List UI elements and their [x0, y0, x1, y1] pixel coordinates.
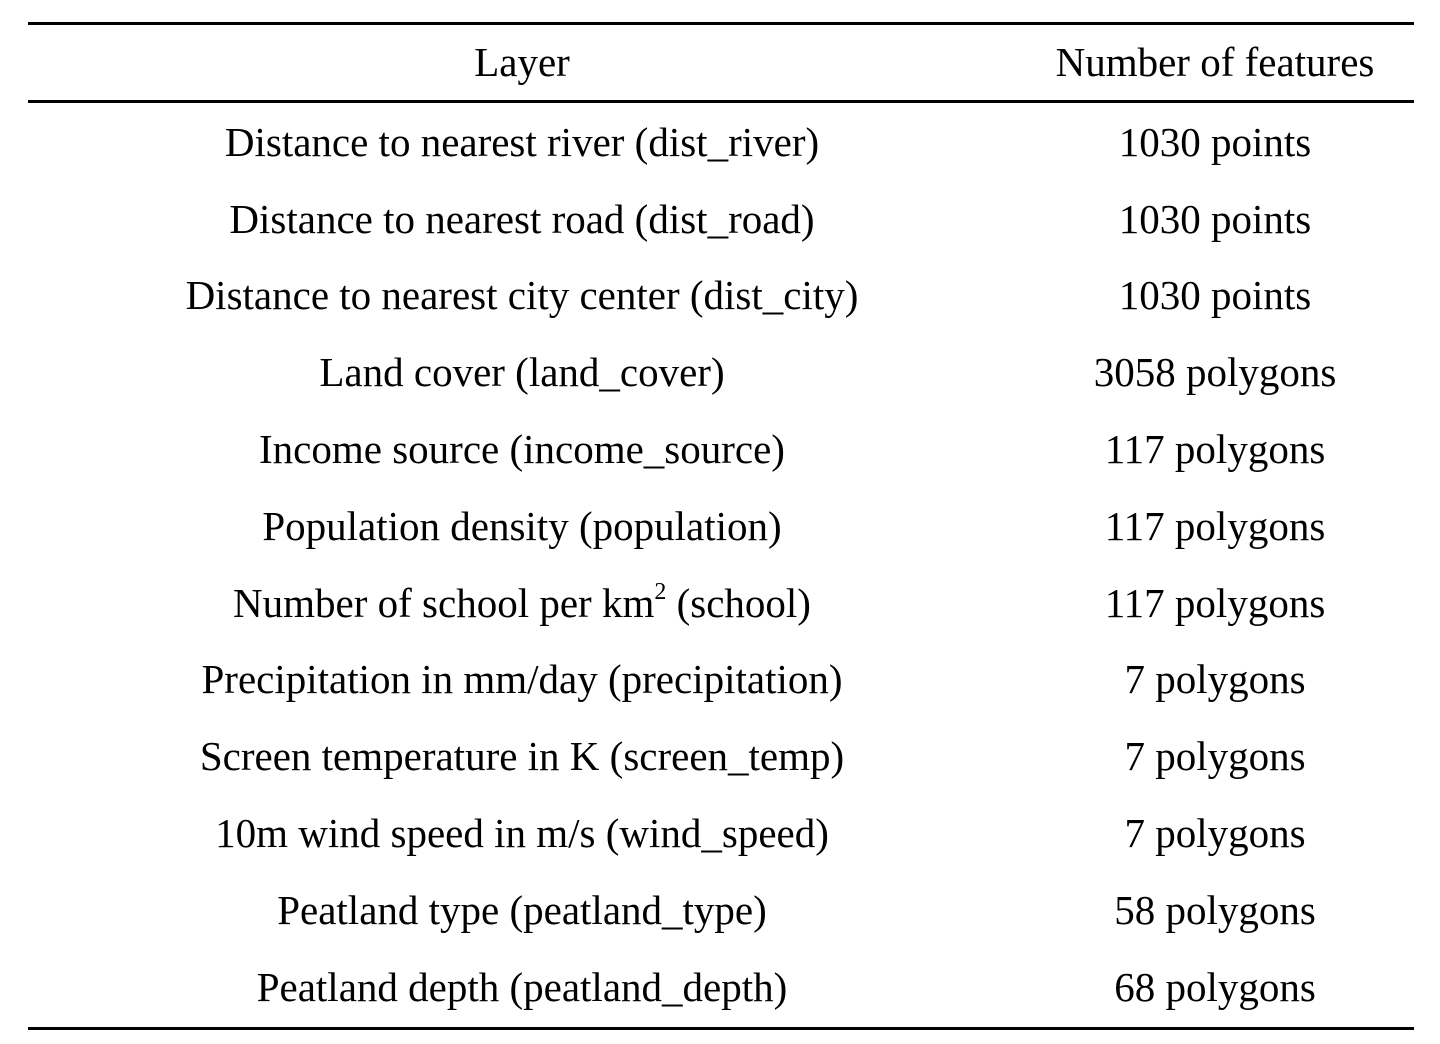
cell-count: 7 polygons: [1124, 810, 1306, 857]
cell-count: 1030 points: [1118, 272, 1312, 319]
cell-layer: Distance to nearest road (dist_road): [229, 195, 815, 242]
cell-layer: Land cover (land_cover): [319, 349, 725, 396]
table-row: 10m wind speed in m/s (wind_speed) 7 pol…: [28, 795, 1414, 872]
cell-count: 1030 points: [1118, 195, 1312, 242]
table-body: Distance to nearest river (dist_river) 1…: [28, 103, 1414, 1027]
table-row: Number of school per km2 (school) 117 po…: [28, 565, 1414, 642]
layers-table: Layer Number of features Distance to nea…: [28, 22, 1414, 1030]
table-row: Distance to nearest city center (dist_ci…: [28, 258, 1414, 335]
superscript-two: 2: [654, 578, 667, 605]
cell-layer: Precipitation in mm/day (precipitation): [201, 656, 843, 703]
table-row: Precipitation in mm/day (precipitation) …: [28, 642, 1414, 719]
cell-layer-suffix: (school): [666, 579, 811, 626]
cell-layer: Peatland depth (peatland_depth): [256, 963, 788, 1010]
cell-count: 117 polygons: [1104, 579, 1326, 626]
cell-count: 68 polygons: [1114, 963, 1316, 1010]
cell-layer: Income source (income_source): [259, 426, 785, 473]
cell-layer: Number of school per km2 (school): [28, 579, 1016, 626]
table-header-row: Layer Number of features: [28, 25, 1414, 100]
table-row: Distance to nearest river (dist_river) 1…: [28, 104, 1414, 181]
cell-count: 117 polygons: [1104, 502, 1326, 549]
cell-layer: Screen temperature in K (screen_temp): [199, 733, 845, 780]
cell-count: 1030 points: [1118, 118, 1312, 165]
table-row: Peatland type (peatland_type) 58 polygon…: [28, 872, 1414, 949]
cell-count: 3058 polygons: [1093, 349, 1337, 396]
table-row: Land cover (land_cover) 3058 polygons: [28, 334, 1414, 411]
cell-layer: Peatland type (peatland_type): [277, 886, 767, 933]
table-row: Population density (population) 117 poly…: [28, 488, 1414, 565]
cell-count: 7 polygons: [1124, 733, 1306, 780]
bottom-rule: [28, 1026, 1414, 1030]
cell-layer: Distance to nearest city center (dist_ci…: [185, 272, 859, 319]
cell-count: 58 polygons: [1114, 886, 1316, 933]
cell-count: 7 polygons: [1124, 656, 1306, 703]
cell-layer: Distance to nearest river (dist_river): [224, 118, 820, 165]
table-row: Peatland depth (peatland_depth) 68 polyg…: [28, 949, 1414, 1026]
top-rule: [28, 22, 1414, 25]
cell-count: 117 polygons: [1104, 426, 1326, 473]
header-rule: [28, 100, 1414, 103]
table-row: Screen temperature in K (screen_temp) 7 …: [28, 718, 1414, 795]
table-row: Distance to nearest road (dist_road) 103…: [28, 181, 1414, 258]
table-row: Income source (income_source) 117 polygo…: [28, 411, 1414, 488]
cell-layer-prefix: Number of school per km: [233, 579, 655, 626]
cell-layer: Population density (population): [262, 502, 782, 549]
header-layer: Layer: [474, 39, 570, 85]
header-number-of-features: Number of features: [1055, 39, 1375, 85]
cell-layer: 10m wind speed in m/s (wind_speed): [215, 810, 829, 857]
